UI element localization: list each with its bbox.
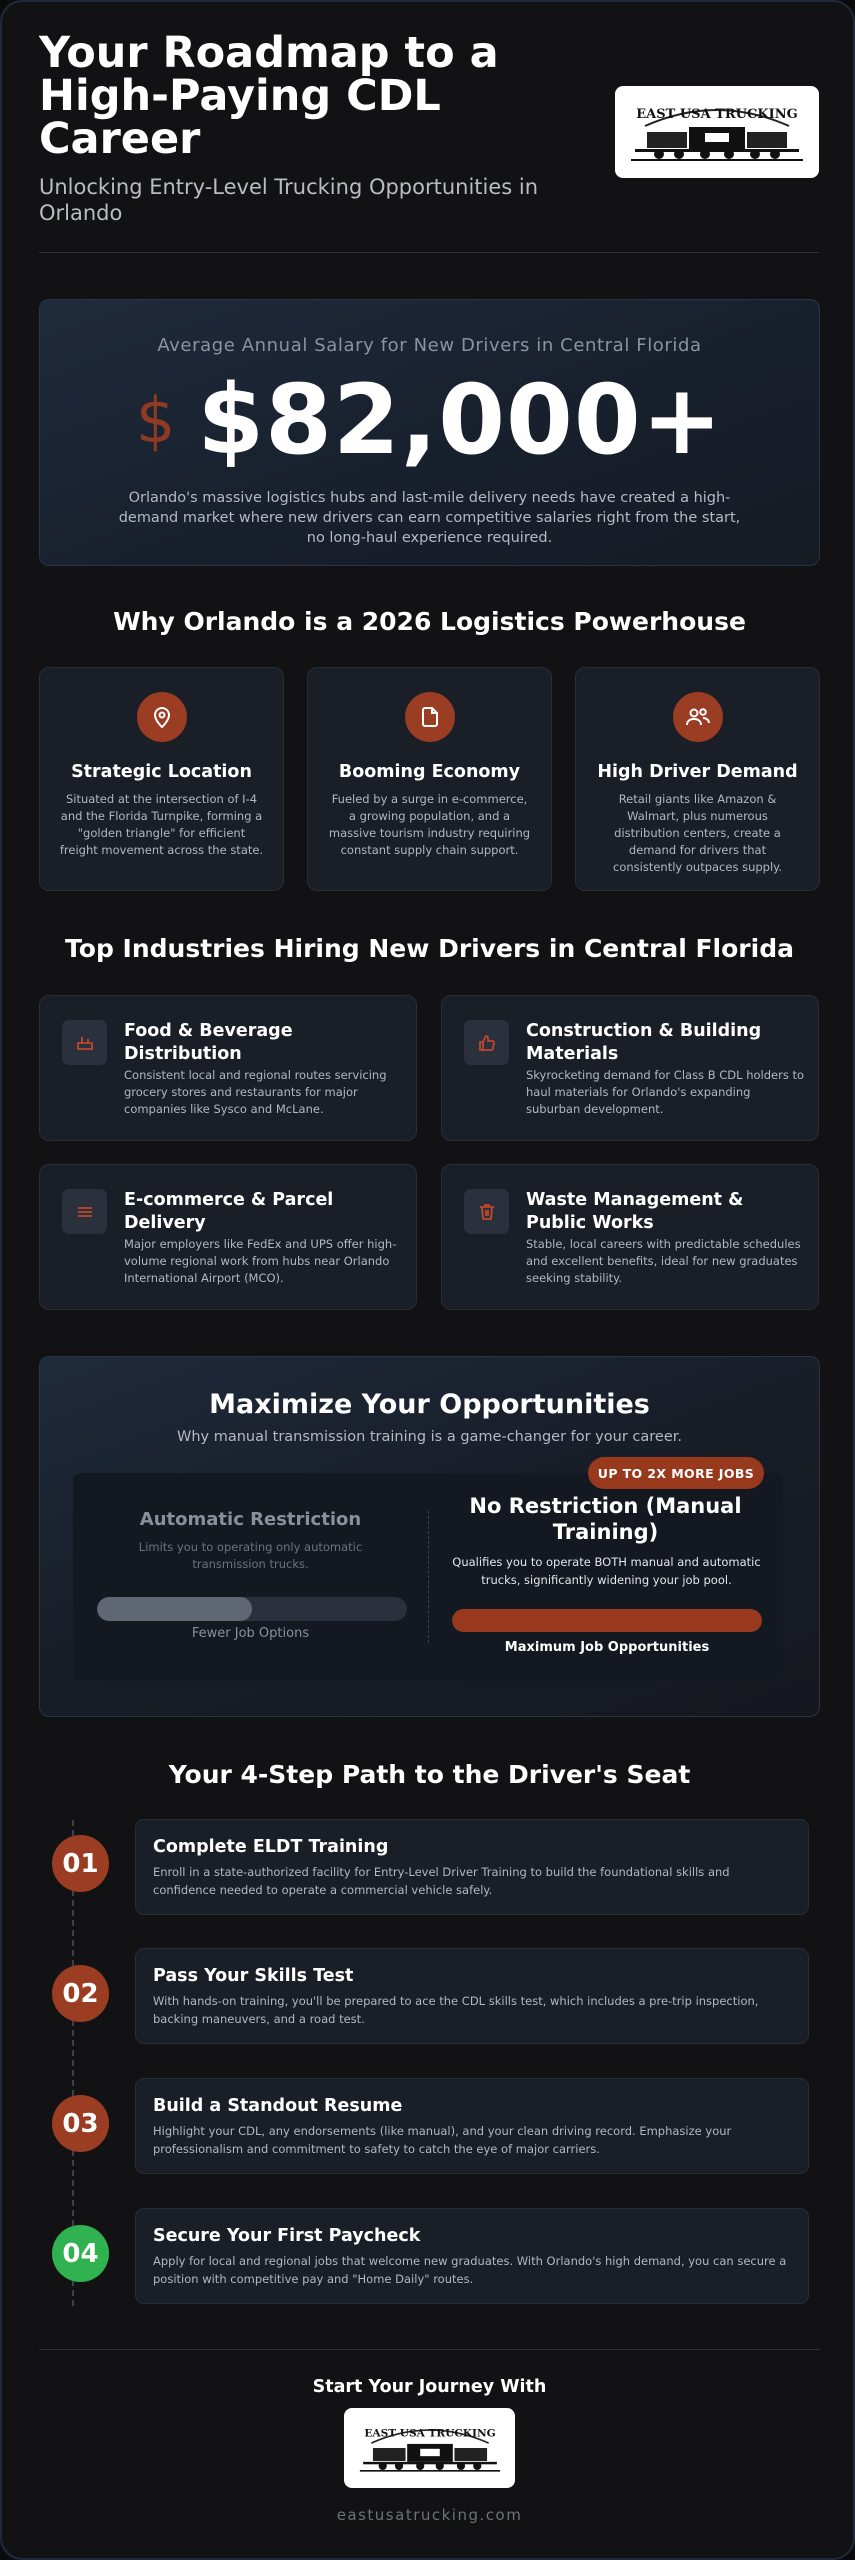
automatic-caption: Fewer Job Options <box>191 1626 310 1641</box>
step-text: Apply for local and regional jobs that w… <box>153 2254 787 2286</box>
step-card-1: Complete ELDT Training Enroll in a state… <box>135 1819 809 1915</box>
food-cart-icon <box>62 1020 107 1065</box>
steps-heading: Your 4-Step Path to the Driver's Seat <box>168 1760 691 1789</box>
footer-url[interactable]: eastusatrucking.com <box>336 2506 523 2524</box>
industry-title: Construction & Building Materials <box>526 1021 762 1064</box>
comparison-divider <box>428 1511 429 1643</box>
dollar-icon: $ <box>135 383 176 457</box>
why-heading: Why Orlando is a 2026 Logistics Powerhou… <box>113 607 746 636</box>
industry-card-construction: Construction & Building Materials Skyroc… <box>441 995 819 1141</box>
footer-heading: Start Your Journey With <box>312 2377 547 2397</box>
salary-card: Average Annual Salary for New Drivers in… <box>39 299 820 566</box>
users-icon <box>672 692 723 742</box>
header-divider <box>39 252 819 253</box>
footer-divider <box>39 2349 820 2350</box>
automatic-title: Automatic Restriction <box>139 1509 362 1530</box>
industry-card-food: Food & Beverage Distribution Consistent … <box>39 995 417 1141</box>
page-title: Your Roadmap to a High-Paying CDL Career <box>39 28 499 164</box>
salary-amount-row: $ $82,000+ <box>40 364 819 476</box>
step-card-4: Secure Your First Paycheck Apply for loc… <box>135 2208 809 2304</box>
feature-title: High Driver Demand <box>597 762 798 782</box>
feature-title: Booming Economy <box>338 762 521 782</box>
step-text: With hands-on training, you'll be prepar… <box>153 1994 759 2026</box>
list-icon <box>62 1189 107 1234</box>
step-card-2: Pass Your Skills Test With hands-on trai… <box>135 1948 809 2044</box>
salary-amount: $82,000+ <box>197 364 724 476</box>
manual-title: No Restriction (Manual Training) <box>469 1494 742 1544</box>
steps-timeline <box>72 1820 74 2306</box>
step-title: Build a Standout Resume <box>153 2096 403 2116</box>
industry-text: Skyrocketing demand for Class B CDL hold… <box>526 1068 805 1116</box>
industry-text: Consistent local and regional routes ser… <box>124 1068 387 1116</box>
industry-title: E-commerce & Parcel Delivery <box>124 1190 334 1233</box>
salary-label: Average Annual Salary for New Drivers in… <box>157 335 702 356</box>
trash-icon <box>464 1189 509 1234</box>
manual-caption: Maximum Job Opportunities <box>504 1640 710 1655</box>
salary-description: Orlando's massive logistics hubs and las… <box>118 490 741 546</box>
jobs-badge: UP TO 2X MORE JOBS <box>588 1457 764 1489</box>
step-title: Secure Your First Paycheck <box>153 2226 421 2246</box>
step-text: Highlight your CDL, any endorsements (li… <box>153 2124 732 2156</box>
logo-text: EAST USA TRUCKING <box>636 107 797 122</box>
industry-card-waste: Waste Management & Public Works Stable, … <box>441 1164 819 1310</box>
truck-logo-graphic: EAST USA TRUCKING <box>631 107 803 161</box>
step-number: 03 <box>52 2095 109 2152</box>
industry-title: Food & Beverage Distribution <box>124 1021 293 1064</box>
truck-logo-graphic: EAST USA TRUCKING <box>359 2428 500 2472</box>
logo-text: EAST USA TRUCKING <box>364 2428 495 2440</box>
step-title: Complete ELDT Training <box>153 1837 389 1857</box>
automatic-bar-fill <box>97 1597 252 1621</box>
footer-logo: EAST USA TRUCKING <box>344 2408 515 2488</box>
industry-title: Waste Management & Public Works <box>526 1190 744 1233</box>
feature-text: Retail giants like Amazon & Walmart, plu… <box>613 792 782 874</box>
automatic-bar <box>97 1597 407 1621</box>
automatic-text: Limits you to operating only automatic t… <box>138 1540 363 1571</box>
company-logo: EAST USA TRUCKING <box>615 86 819 178</box>
feature-card-demand: High Driver Demand Retail giants like Am… <box>575 667 820 891</box>
thumbs-up-icon <box>464 1020 509 1065</box>
step-number: 02 <box>52 1965 109 2022</box>
step-title: Pass Your Skills Test <box>153 1966 354 1986</box>
industry-text: Stable, local careers with predictable s… <box>526 1237 801 1285</box>
feature-card-location: Strategic Location Situated at the inter… <box>39 667 284 891</box>
industry-text: Major employers like FedEx and UPS offer… <box>124 1237 397 1285</box>
step-text: Enroll in a state-authorized facility fo… <box>153 1865 730 1897</box>
feature-title: Strategic Location <box>71 762 252 782</box>
page-subtitle: Unlocking Entry-Level Trucking Opportuni… <box>39 175 539 225</box>
manual-bar-fill <box>452 1609 762 1632</box>
map-pin-icon <box>136 692 187 742</box>
opportunities-card: Maximize Your Opportunities Why manual t… <box>39 1356 820 1717</box>
comparison-panel: Automatic Restriction Limits you to oper… <box>73 1473 783 1681</box>
header: Your Roadmap to a High-Paying CDL Career… <box>39 32 819 254</box>
feature-text: Fueled by a surge in e-commerce, a growi… <box>328 792 531 857</box>
opportunities-subheading: Why manual transmission training is a ga… <box>177 1429 682 1445</box>
manual-bar <box>452 1609 762 1632</box>
opportunities-heading: Maximize Your Opportunities <box>209 1389 650 1420</box>
industry-card-ecommerce: E-commerce & Parcel Delivery Major emplo… <box>39 1164 417 1310</box>
step-card-3: Build a Standout Resume Highlight your C… <box>135 2078 809 2174</box>
step-number: 04 <box>52 2225 109 2282</box>
industries-heading: Top Industries Hiring New Drivers in Cen… <box>65 934 794 963</box>
manual-text: Qualifies you to operate BOTH manual and… <box>452 1555 761 1587</box>
step-number: 01 <box>52 1835 109 1892</box>
feature-card-economy: Booming Economy Fueled by a surge in e-c… <box>307 667 552 891</box>
document-icon <box>404 692 455 742</box>
feature-text: Situated at the intersection of I-4 and … <box>59 792 264 857</box>
